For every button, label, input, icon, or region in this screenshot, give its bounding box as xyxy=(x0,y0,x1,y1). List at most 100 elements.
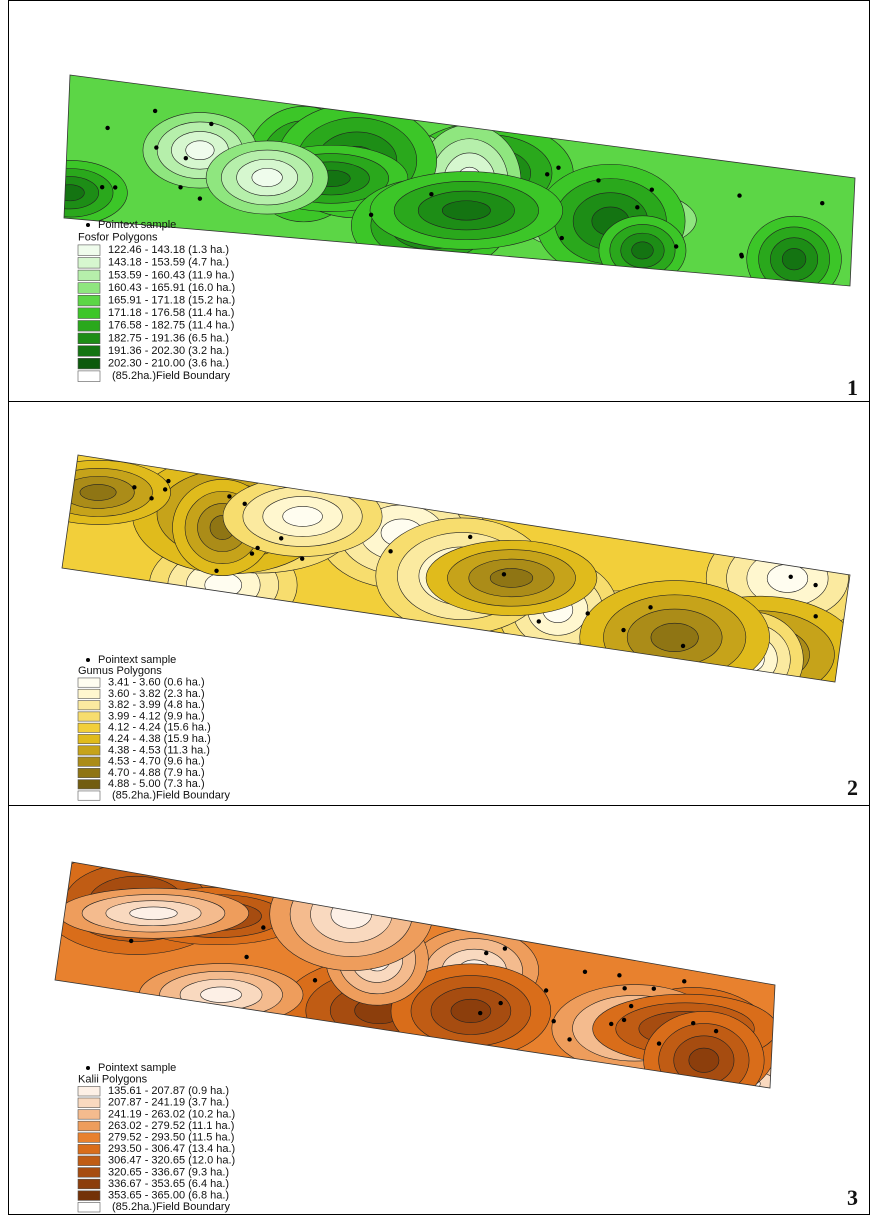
contour-zone xyxy=(186,141,215,160)
sample-point xyxy=(214,569,218,573)
panel-number: 3 xyxy=(847,1185,858,1210)
sample-point xyxy=(209,122,213,126)
legend-label: 122.46 - 143.18 (1.3 ha.) xyxy=(108,244,229,256)
legend-swatch xyxy=(78,734,100,743)
sample-point xyxy=(820,201,824,205)
sample-point xyxy=(478,1011,482,1015)
legend-label: 263.02 - 279.52 (11.1 ha.) xyxy=(108,1120,234,1132)
legend-swatch xyxy=(78,321,100,332)
sample-point xyxy=(635,205,639,209)
contour-zone xyxy=(331,900,372,928)
sample-point xyxy=(261,925,265,929)
sample-point xyxy=(166,479,170,483)
sample-point xyxy=(789,575,793,579)
legend-label: 160.43 - 165.91 (16.0 ha.) xyxy=(108,282,235,294)
sample-point xyxy=(560,236,564,240)
legend-label: 207.87 - 241.19 (3.7 ha.) xyxy=(108,1097,229,1109)
legend-swatch xyxy=(78,1179,100,1189)
legend-label: 4.53 - 4.70 (9.6 ha.) xyxy=(108,756,205,768)
sample-point xyxy=(503,946,507,950)
legend-swatch xyxy=(78,780,100,789)
legend-point xyxy=(86,223,90,227)
legend-label: 4.24 - 4.38 (15.9 ha.) xyxy=(108,733,211,745)
sample-point xyxy=(691,1021,695,1025)
sample-point xyxy=(484,951,488,955)
legend-point xyxy=(86,1066,90,1070)
sample-point xyxy=(105,126,109,130)
sample-point xyxy=(740,254,744,258)
legend-swatch xyxy=(78,371,100,382)
sample-point xyxy=(567,1037,571,1041)
legend-swatch xyxy=(78,1202,100,1212)
legend-label: 182.75 - 191.36 (6.5 ha.) xyxy=(108,332,229,344)
legend-label: 279.52 - 293.50 (11.5 ha.) xyxy=(108,1132,234,1144)
legend-label: 293.50 - 306.47 (13.4 ha.) xyxy=(108,1143,235,1155)
sample-point xyxy=(583,970,587,974)
sample-point xyxy=(313,978,317,982)
legend-label: 3.60 - 3.82 (2.3 ha.) xyxy=(108,688,205,700)
contour-zone xyxy=(201,987,242,1003)
legend-swatch xyxy=(78,295,100,306)
legend-label: 202.30 - 210.00 (3.6 ha.) xyxy=(108,358,229,370)
contour-zone xyxy=(451,999,491,1023)
legend-swatch xyxy=(78,701,100,710)
legend-label: 191.36 - 202.30 (3.2 ha.) xyxy=(108,345,229,357)
sample-point xyxy=(681,644,685,648)
legend-swatch xyxy=(78,283,100,294)
sample-point xyxy=(617,973,621,977)
sample-point xyxy=(682,979,686,983)
sample-point xyxy=(149,496,153,500)
sample-point xyxy=(737,193,741,197)
sample-point xyxy=(498,1001,502,1005)
sample-point xyxy=(586,611,590,615)
legend-title: Kalii Polygons xyxy=(78,1074,148,1086)
legend-swatch xyxy=(78,678,100,687)
sample-point xyxy=(429,192,433,196)
legend-swatch xyxy=(78,270,100,281)
sample-point xyxy=(184,156,188,160)
sample-point xyxy=(629,1004,633,1008)
legend-swatch xyxy=(78,689,100,698)
sample-point xyxy=(650,187,654,191)
legend-label: 4.70 - 4.88 (7.9 ha.) xyxy=(108,767,205,779)
legend-label: 3.99 - 4.12 (9.9 ha.) xyxy=(108,710,205,722)
legend-swatch xyxy=(78,1110,100,1120)
contour-zone xyxy=(56,185,85,201)
sample-point xyxy=(545,172,549,176)
legend-label: 165.91 - 171.18 (15.2 ha.) xyxy=(108,295,235,307)
legend-swatch xyxy=(78,746,100,755)
sample-point xyxy=(544,988,548,992)
sample-point xyxy=(468,535,472,539)
legend-point-label: Pointext sample xyxy=(98,219,176,231)
contour-zone xyxy=(689,1048,719,1072)
sample-point xyxy=(609,1022,613,1026)
contour-zone xyxy=(767,564,808,592)
contour-zone xyxy=(442,201,490,220)
legend-label: 4.12 - 4.24 (15.6 ha.) xyxy=(108,722,211,734)
legend-label: 306.47 - 320.65 (12.0 ha.) xyxy=(108,1155,235,1167)
sample-point xyxy=(243,502,247,506)
contour-zone xyxy=(490,569,533,588)
legend-label: 320.65 - 336.67 (9.3 ha.) xyxy=(108,1166,229,1178)
contour-zone xyxy=(130,907,178,920)
legend-boundary: (85.2ha.)Field Boundary xyxy=(112,370,231,382)
legend-swatch xyxy=(78,1098,100,1108)
sample-point xyxy=(648,605,652,609)
legend-swatch xyxy=(78,1144,100,1154)
legend-label: 241.19 - 263.02 (10.2 ha.) xyxy=(108,1108,235,1120)
sample-point xyxy=(198,196,202,200)
legend-swatch xyxy=(78,346,100,357)
sample-point xyxy=(714,1029,718,1033)
legend-point-label: Pointext sample xyxy=(98,654,176,666)
legend-swatch xyxy=(78,1133,100,1143)
legend-swatch xyxy=(78,1156,100,1166)
sample-point xyxy=(502,572,506,576)
legend-swatch xyxy=(78,1191,100,1201)
sample-point xyxy=(178,185,182,189)
sample-point xyxy=(244,955,248,959)
legend-swatch xyxy=(78,258,100,269)
legend-swatch xyxy=(78,308,100,319)
legend-label: 336.67 - 353.65 (6.4 ha.) xyxy=(108,1178,229,1190)
